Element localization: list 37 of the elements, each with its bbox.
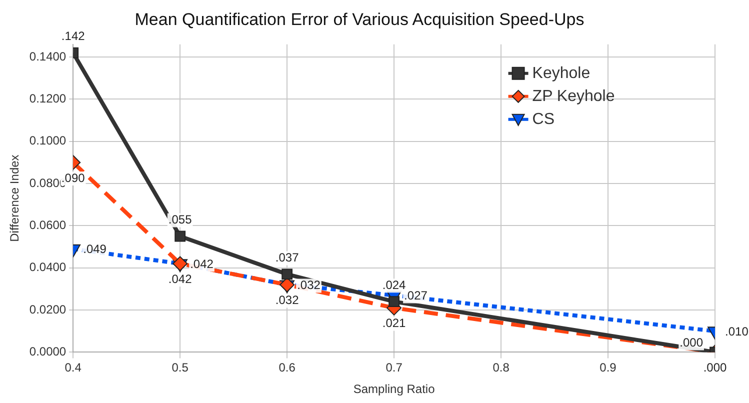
x-tick-label: 0.9 (600, 360, 617, 375)
data-label: .021 (382, 316, 406, 330)
y-tick-label: 0.0200 (29, 302, 66, 316)
legend-label: ZP Keyhole (532, 88, 615, 105)
data-label: .000 (680, 336, 704, 350)
legend-label: Keyhole (532, 64, 590, 82)
x-axis-title: Sampling Ratio (353, 382, 436, 396)
data-label: .037 (275, 250, 300, 265)
y-tick-label: 0.0000 (29, 344, 66, 359)
y-tick-label: 0.1000 (29, 134, 66, 148)
x-tick-label: 0.4 (64, 360, 82, 375)
data-label: .042 (168, 272, 192, 286)
point (282, 268, 293, 280)
data-label: .042 (190, 256, 214, 271)
legend-label: CS (532, 110, 555, 128)
data-label: .032 (297, 278, 321, 292)
y-tick-label: 0.0400 (29, 260, 66, 274)
data-label: .049 (83, 242, 107, 256)
chart-title: Mean Quantification Error of Various Acquisition Speed-Ups (134, 10, 584, 29)
y-axis-title: Difference Index (8, 154, 22, 242)
x-tick-label: 0.6 (278, 360, 296, 375)
y-tick-label: 0.1200 (29, 92, 66, 106)
data-label: .032 (275, 293, 300, 308)
data-label: .010 (725, 324, 749, 338)
data-label: .142 (61, 29, 86, 44)
data-label: .027 (404, 288, 428, 303)
data-label: .024 (382, 278, 406, 292)
x-tick-label: 0.5 (172, 360, 189, 375)
x-tick-label: 0.7 (386, 360, 403, 375)
y-tick-label: 0.1400 (29, 49, 66, 64)
data-label: .000 (703, 360, 727, 375)
x-tick-label: 0.8 (492, 360, 510, 375)
point (174, 230, 186, 242)
point (388, 296, 400, 308)
point (172, 256, 188, 272)
y-tick-label: 0.0600 (29, 218, 66, 232)
data-label: .055 (168, 212, 192, 227)
